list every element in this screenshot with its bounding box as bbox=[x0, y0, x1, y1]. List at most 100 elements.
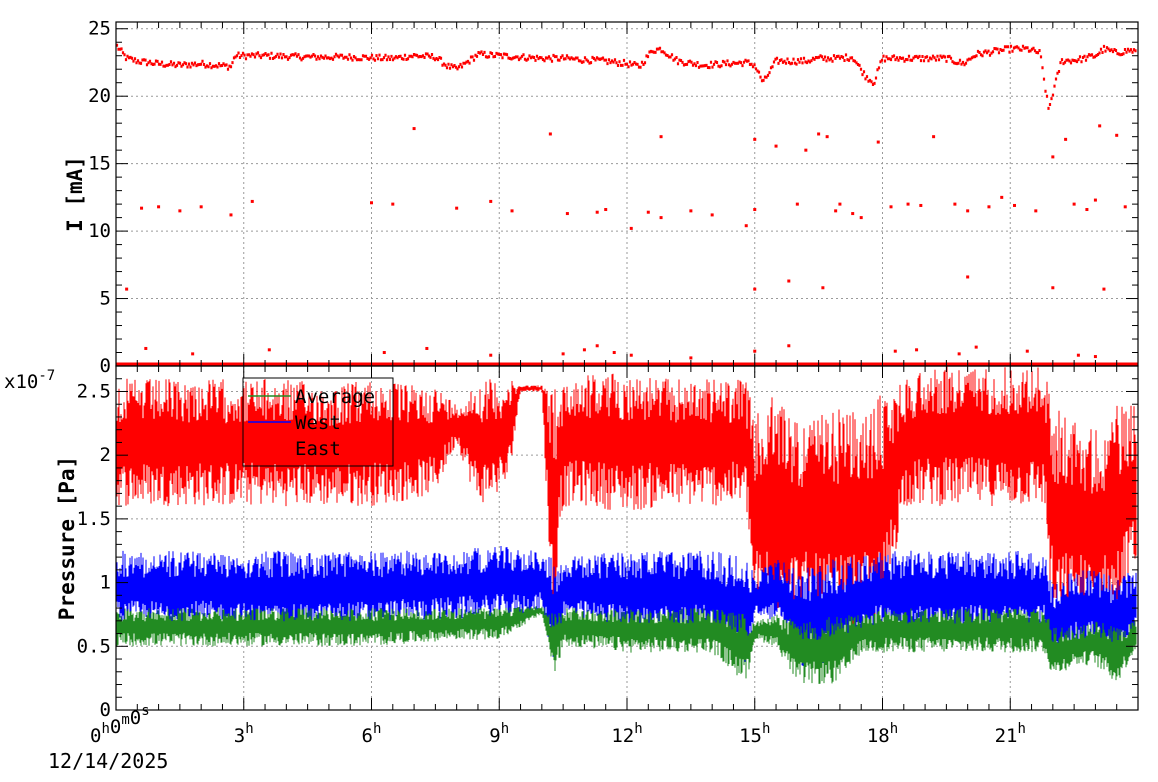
x-tick-label-15h: 15h bbox=[739, 721, 770, 747]
current-point bbox=[1025, 349, 1029, 353]
current-point bbox=[710, 213, 714, 217]
current-point bbox=[391, 202, 395, 206]
current-point bbox=[229, 213, 233, 217]
current-point bbox=[744, 224, 748, 228]
x-tick-label-digit: 0 bbox=[130, 707, 141, 729]
pressure-y-tick-label: 0 bbox=[100, 699, 111, 721]
current-point bbox=[1000, 195, 1004, 199]
current-point bbox=[629, 353, 633, 357]
current-point bbox=[689, 209, 693, 213]
current-point bbox=[859, 216, 863, 220]
x-tick-label-unit: h bbox=[101, 721, 109, 737]
x-tick-label-unit: h bbox=[634, 721, 642, 737]
x-tick-label-unit: h bbox=[1017, 721, 1025, 737]
current-point bbox=[1051, 286, 1055, 290]
current-y-tick-label: 15 bbox=[88, 153, 111, 175]
current-point bbox=[1102, 287, 1106, 291]
current-point bbox=[893, 349, 897, 353]
current-point bbox=[604, 208, 608, 212]
current-point bbox=[510, 209, 514, 213]
pressure-y-exponent: x10-7 bbox=[4, 368, 55, 393]
current-point bbox=[157, 205, 161, 209]
x-tick-label-hour: 12 bbox=[611, 725, 634, 747]
current-point bbox=[1051, 155, 1055, 159]
x-tick-label-12h: 12h bbox=[611, 721, 642, 747]
pressure-y-ticks: 0 0.5 1 1.5 2 2.5 bbox=[77, 378, 1138, 721]
current-y-tick-label: 5 bbox=[100, 288, 111, 310]
current-point bbox=[412, 127, 416, 131]
current-point bbox=[919, 203, 923, 207]
x-tick-label-unit: m bbox=[121, 712, 129, 728]
current-point bbox=[1098, 124, 1102, 128]
current-grid bbox=[116, 22, 1138, 366]
legend-box bbox=[242, 377, 394, 467]
current-y-tick-label: 10 bbox=[88, 220, 111, 242]
current-y-tick-label: 25 bbox=[88, 18, 111, 40]
current-point bbox=[561, 352, 565, 356]
current-point bbox=[455, 206, 459, 210]
current-point bbox=[659, 216, 663, 220]
current-point bbox=[595, 210, 599, 214]
x-tick-label-hour: 18 bbox=[867, 725, 890, 747]
pressure-y-tick-label: 2 bbox=[100, 444, 111, 466]
legend-label-east: East bbox=[295, 438, 341, 460]
current-point bbox=[753, 137, 757, 141]
current-point bbox=[250, 199, 254, 203]
x-tick-label-unit: h bbox=[890, 721, 898, 737]
current-y-tick-label: 20 bbox=[88, 85, 111, 107]
current-point bbox=[1076, 353, 1080, 357]
current-point bbox=[370, 201, 373, 205]
current-point bbox=[957, 352, 961, 356]
current-point bbox=[974, 345, 978, 349]
x-tick-label-hour: 21 bbox=[995, 725, 1018, 747]
current-point bbox=[787, 279, 791, 283]
pressure-x-ticks bbox=[115, 366, 1139, 710]
x-tick-label-6h: 6h bbox=[362, 721, 382, 747]
pressure-series-average bbox=[116, 606, 1137, 684]
current-point bbox=[753, 287, 757, 291]
current-point bbox=[966, 209, 970, 213]
current-point bbox=[915, 348, 919, 352]
current-point bbox=[646, 210, 650, 214]
x-tick-label-3h: 3h bbox=[234, 721, 254, 747]
legend-label-average: Average bbox=[295, 386, 375, 408]
current-point bbox=[689, 356, 693, 360]
current-point bbox=[191, 352, 195, 356]
current-point bbox=[987, 205, 991, 209]
current-point bbox=[1093, 355, 1097, 359]
current-point bbox=[795, 202, 799, 206]
current-point bbox=[565, 212, 569, 216]
x-tick-label-18h: 18h bbox=[867, 721, 898, 747]
current-point bbox=[787, 344, 791, 348]
current-point bbox=[140, 206, 144, 210]
x-tick-label-9h: 9h bbox=[489, 721, 509, 747]
current-point bbox=[821, 286, 825, 290]
current-point bbox=[489, 199, 493, 203]
current-y-tick-label: 0 bbox=[100, 355, 111, 377]
current-point bbox=[817, 132, 821, 136]
current-point bbox=[144, 346, 148, 350]
current-main-band bbox=[115, 43, 1137, 110]
current-point bbox=[1072, 202, 1076, 206]
pressure-y-exponent-power: -7 bbox=[38, 368, 55, 384]
x-tick-label-unit: h bbox=[245, 721, 253, 737]
current-point bbox=[548, 132, 552, 136]
current-point bbox=[199, 205, 203, 209]
pressure-series-east bbox=[116, 366, 1137, 633]
legend-label-west: West bbox=[295, 412, 341, 434]
x-tick-label-unit: s bbox=[141, 703, 149, 719]
current-point bbox=[659, 135, 663, 139]
current-point bbox=[834, 209, 838, 213]
x-axis-date-label: 12/14/2025 bbox=[48, 749, 168, 773]
pressure-y-tick-label: 0.5 bbox=[77, 635, 111, 657]
current-point bbox=[753, 349, 757, 353]
current-point bbox=[267, 348, 271, 352]
x-tick-label-origin: 0h0m0s bbox=[90, 703, 150, 747]
current-y-ticks: 0 5 10 15 20 25 bbox=[88, 18, 1138, 377]
current-point bbox=[932, 135, 936, 139]
current-point bbox=[851, 212, 855, 216]
pressure-y-tick-label: 1 bbox=[100, 572, 111, 594]
pressure-y-tick-label: 2.5 bbox=[77, 380, 111, 402]
